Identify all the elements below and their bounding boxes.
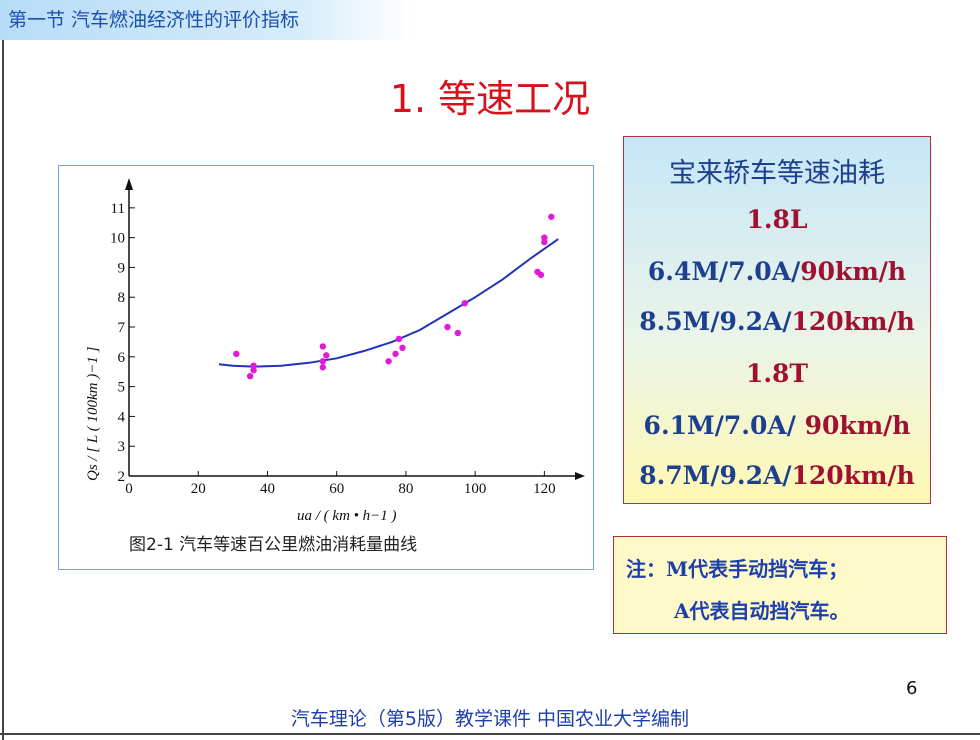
note-box: 注：M代表手动挡汽车； A代表自动挡汽车。 xyxy=(613,536,947,634)
engine-1-8l-120kmh: 8.5M/9.2A/120km/h xyxy=(639,307,915,336)
y-axis-label: Qs / [ L ( 100km )−1 ] xyxy=(85,346,101,481)
y-tick-label: 10 xyxy=(110,231,125,247)
info-heading: 宝来轿车等速油耗 xyxy=(669,158,885,189)
fuel-consumption-chart: 0 20 40 60 80 100 120 2 3 4 5 6 7 8 9 10 11 Qs / [ L ( 1… xyxy=(85,178,585,524)
y-tick-label: 6 xyxy=(118,350,126,366)
data-point xyxy=(537,271,545,279)
y-tick-label: 4 xyxy=(118,409,126,425)
x-tick-label: 20 xyxy=(191,481,206,497)
engine-1-8l-label: 1.8L xyxy=(746,205,808,234)
bottom-border-rule xyxy=(0,733,980,735)
data-point xyxy=(250,362,257,369)
slide-title: 1. 等速工况 xyxy=(389,77,591,121)
fit-curve xyxy=(218,238,559,368)
y-tick-label: 3 xyxy=(118,439,126,455)
x-axis-arrow xyxy=(575,472,585,480)
x-tick-label: 40 xyxy=(260,481,275,497)
note-manual-line: 注：M代表手动挡汽车； xyxy=(626,557,849,581)
x-tick-label: 0 xyxy=(125,481,133,497)
data-point xyxy=(461,299,468,307)
note-automatic-line: A代表自动挡汽车。 xyxy=(674,599,850,623)
data-point xyxy=(319,364,327,371)
data-point xyxy=(395,335,403,343)
section-title: 第一节 汽车燃油经济性的评价指标 xyxy=(0,0,415,40)
y-tick-label: 2 xyxy=(118,469,126,485)
y-tick-label: 7 xyxy=(118,320,126,336)
x-tick-label: 80 xyxy=(398,481,413,497)
data-point xyxy=(246,372,254,380)
y-tick-label: 11 xyxy=(111,201,125,217)
y-tick-label: 8 xyxy=(118,290,126,306)
data-point xyxy=(454,329,462,337)
x-axis-label: ua / ( km • h−1 ) xyxy=(297,508,397,524)
page-number: 6 xyxy=(906,678,918,699)
data-point xyxy=(323,352,330,359)
x-tick-label: 100 xyxy=(464,481,487,497)
data-point xyxy=(319,343,327,350)
engine-1-8l-90kmh: 6.4M/7.0A/90km/h xyxy=(647,257,907,286)
data-point xyxy=(444,323,451,331)
data-point xyxy=(541,238,548,246)
x-tick-label: 60 xyxy=(329,481,344,497)
engine-1-8t-90kmh: 6.1M/7.0A/ 90km/h xyxy=(643,411,911,440)
y-tick-label: 9 xyxy=(118,260,126,276)
data-point xyxy=(319,358,327,365)
y-axis-arrow xyxy=(125,178,133,190)
x-tick-label: 120 xyxy=(533,481,556,497)
data-point xyxy=(399,344,406,352)
figure-caption: 图2-1 汽车等速百公里燃油消耗量曲线 xyxy=(129,535,418,555)
figure-panel: 0 20 40 60 80 100 120 2 3 4 5 6 7 8 9 10 11 Qs / [ L ( 1… xyxy=(58,165,594,570)
data-point xyxy=(385,358,392,365)
engine-1-8t-120kmh: 8.7M/9.2A/120km/h xyxy=(639,461,915,490)
data-point xyxy=(250,367,257,374)
data-point xyxy=(233,350,240,358)
data-point xyxy=(541,234,548,241)
y-tick-label: 5 xyxy=(118,380,126,396)
left-border-rule xyxy=(2,40,4,740)
fuel-consumption-info-box: 宝来轿车等速油耗 1.8L 6.4M/7.0A/90km/h 8.5M/9.2A… xyxy=(623,136,931,504)
engine-1-8t-label: 1.8T xyxy=(745,359,809,388)
footer-text: 汽车理论（第5版）教学课件 中国农业大学编制 xyxy=(290,708,690,730)
data-point xyxy=(548,213,555,220)
data-point xyxy=(392,350,399,358)
